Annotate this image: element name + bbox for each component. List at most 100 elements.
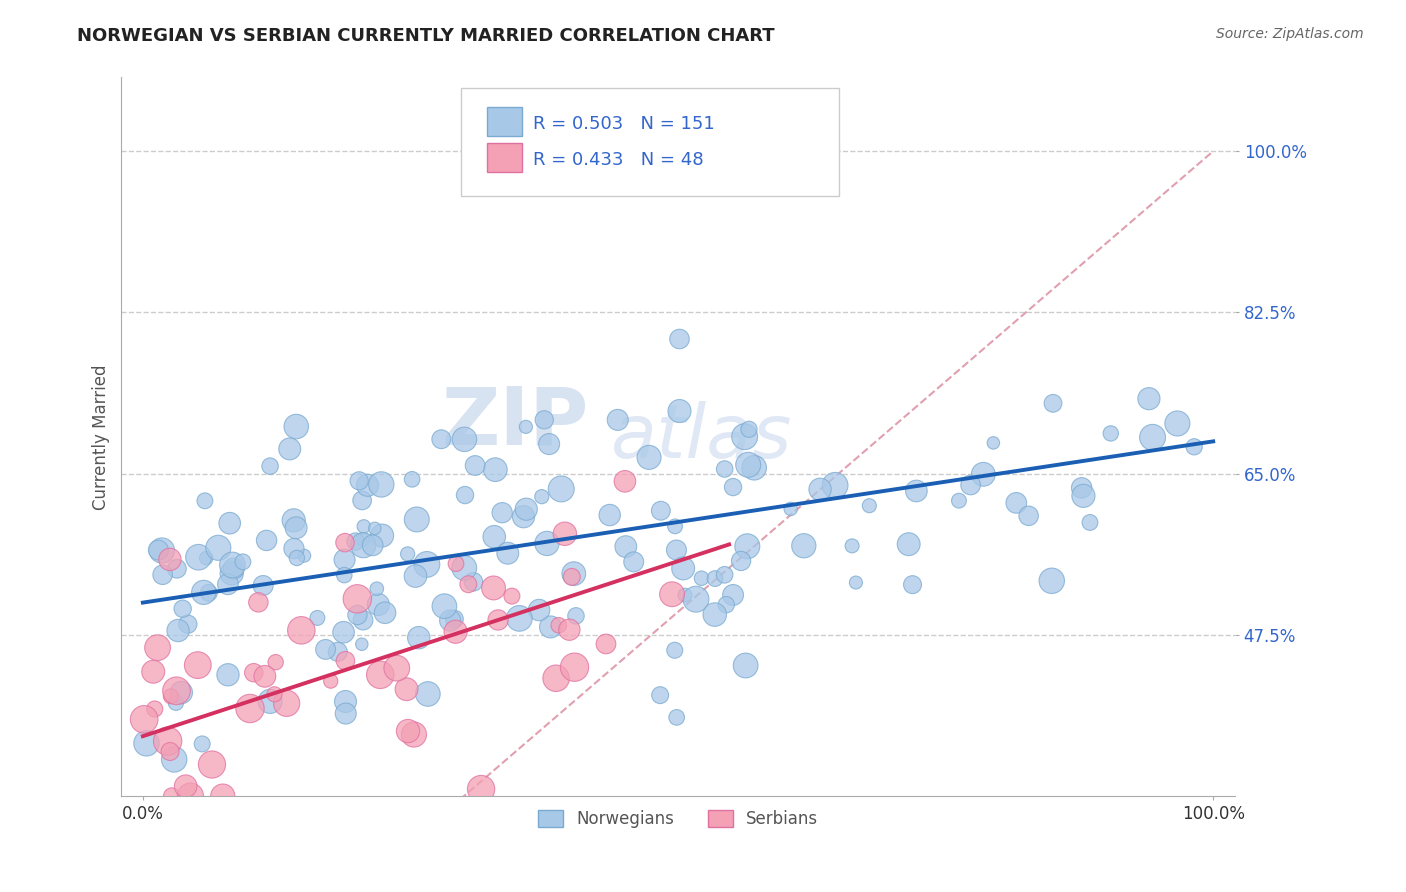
Point bbox=[368, 668, 391, 682]
Point bbox=[374, 606, 396, 620]
Point bbox=[256, 533, 278, 548]
Point bbox=[159, 552, 181, 566]
Point bbox=[217, 577, 239, 591]
Point bbox=[194, 493, 217, 508]
Point bbox=[405, 512, 427, 526]
Point bbox=[623, 555, 645, 569]
Point bbox=[738, 422, 761, 436]
Point bbox=[897, 537, 920, 551]
Point bbox=[177, 617, 200, 632]
Point bbox=[166, 683, 188, 698]
Point bbox=[361, 538, 384, 552]
Point bbox=[1018, 508, 1040, 523]
Point bbox=[554, 526, 576, 541]
Point bbox=[143, 702, 166, 716]
Point bbox=[735, 539, 758, 553]
Point bbox=[463, 574, 485, 589]
Text: atlas: atlas bbox=[612, 401, 793, 473]
Point bbox=[665, 710, 688, 724]
Point bbox=[972, 467, 994, 482]
Point bbox=[444, 624, 467, 639]
Point bbox=[253, 669, 276, 683]
FancyBboxPatch shape bbox=[486, 107, 522, 136]
Point bbox=[538, 437, 561, 451]
Point bbox=[150, 543, 173, 558]
Y-axis label: Currently Married: Currently Married bbox=[93, 364, 110, 509]
Point bbox=[742, 460, 765, 475]
Point bbox=[948, 493, 970, 508]
Point bbox=[668, 404, 690, 418]
Point bbox=[191, 737, 214, 751]
Point bbox=[665, 543, 688, 558]
Point bbox=[536, 536, 558, 550]
Point bbox=[166, 562, 188, 576]
Point bbox=[1166, 417, 1188, 431]
Point bbox=[352, 538, 374, 552]
Point bbox=[285, 521, 308, 535]
Point bbox=[326, 645, 349, 659]
Point bbox=[160, 789, 183, 803]
Point bbox=[239, 701, 262, 715]
Point bbox=[187, 550, 209, 565]
Point bbox=[664, 519, 686, 533]
Point bbox=[540, 620, 562, 634]
Point bbox=[207, 541, 229, 555]
Point bbox=[201, 757, 224, 772]
Point bbox=[352, 493, 374, 508]
Point bbox=[352, 613, 374, 627]
Point bbox=[174, 779, 197, 793]
Point bbox=[148, 543, 170, 558]
Point bbox=[395, 682, 418, 697]
Point bbox=[704, 572, 727, 586]
Point bbox=[512, 509, 534, 524]
Point bbox=[808, 483, 831, 497]
Point bbox=[533, 413, 555, 427]
FancyBboxPatch shape bbox=[486, 144, 522, 172]
Point bbox=[370, 477, 392, 491]
Point bbox=[160, 690, 183, 704]
Point bbox=[335, 694, 357, 708]
Point bbox=[668, 332, 690, 346]
Point bbox=[721, 588, 744, 602]
Point bbox=[547, 618, 569, 632]
Point bbox=[222, 561, 245, 575]
Point bbox=[315, 642, 337, 657]
Point bbox=[276, 696, 298, 710]
Point bbox=[356, 478, 378, 492]
Point bbox=[366, 582, 388, 596]
Point bbox=[198, 586, 221, 600]
Point bbox=[464, 458, 486, 473]
Text: R = 0.503   N = 151: R = 0.503 N = 151 bbox=[533, 115, 716, 133]
Point bbox=[134, 712, 156, 726]
Point bbox=[779, 502, 801, 516]
Point bbox=[734, 430, 756, 444]
Point bbox=[416, 558, 439, 572]
Point bbox=[401, 472, 423, 486]
Point bbox=[470, 782, 492, 797]
Text: NORWEGIAN VS SERBIAN CURRENTLY MARRIED CORRELATION CHART: NORWEGIAN VS SERBIAN CURRENTLY MARRIED C… bbox=[77, 27, 775, 45]
Point bbox=[195, 551, 218, 566]
Point bbox=[290, 624, 312, 638]
Point bbox=[347, 474, 370, 488]
Point bbox=[285, 551, 308, 566]
Point bbox=[713, 462, 735, 476]
Point bbox=[1040, 574, 1063, 588]
Point bbox=[402, 727, 425, 741]
Point bbox=[1070, 481, 1092, 495]
Point bbox=[146, 640, 169, 655]
Point bbox=[606, 413, 628, 427]
Point bbox=[901, 577, 924, 591]
Point bbox=[430, 432, 453, 446]
Point bbox=[163, 752, 186, 766]
Point bbox=[1142, 430, 1164, 444]
Point bbox=[283, 541, 305, 556]
Point bbox=[1078, 516, 1101, 530]
Point bbox=[1073, 489, 1095, 503]
Point bbox=[564, 660, 586, 674]
Point bbox=[385, 661, 408, 675]
Point bbox=[1042, 396, 1064, 410]
Point bbox=[444, 557, 467, 571]
Point bbox=[491, 506, 513, 520]
Point bbox=[396, 547, 419, 561]
Point bbox=[165, 696, 187, 710]
